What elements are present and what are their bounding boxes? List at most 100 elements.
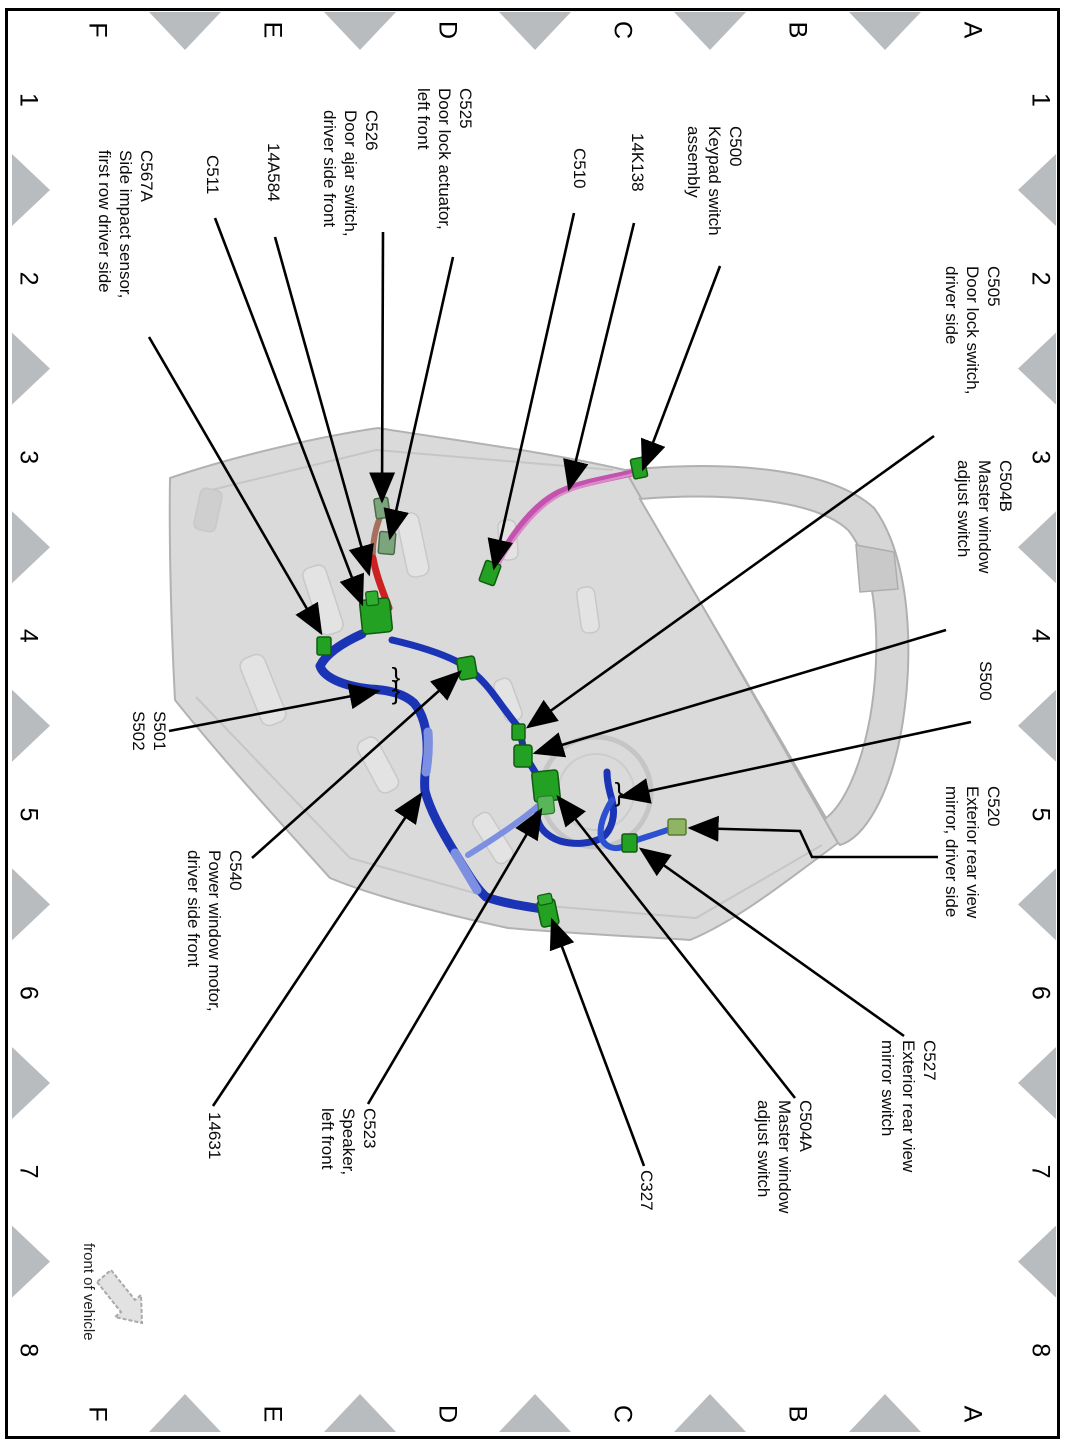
- connector-c527: [621, 833, 638, 853]
- grid-row-D-right: D: [433, 1404, 462, 1424]
- zone-arrow-bottom-6[interactable]: [12, 1047, 50, 1119]
- grid-row-A-right: A: [958, 1405, 987, 1423]
- callout-c500-line-3: assembly: [684, 126, 703, 198]
- grid-col-6-top: 6: [1026, 986, 1055, 1000]
- callout-c327: C327: [636, 1170, 657, 1211]
- zone-arrow-bottom-3[interactable]: [12, 511, 50, 584]
- callout-c525-line-1: C525: [456, 88, 475, 129]
- callout-s501s502-line-1: S501: [150, 711, 169, 751]
- grid-col-4-bottom: 4: [14, 628, 43, 643]
- connector-c525: [377, 530, 397, 556]
- zone-arrow-right-3[interactable]: [499, 1394, 571, 1432]
- splice-clip-s501-icon: }: [392, 662, 401, 692]
- zone-arrow-bottom-2[interactable]: [12, 332, 50, 405]
- zone-arrow-bottom-5[interactable]: [12, 868, 50, 941]
- callout-c567a-line-2: Side impact sensor,: [116, 150, 135, 299]
- callout-c567a: C567A Side impact sensor, first row driver…: [94, 150, 157, 298]
- grid-col-8-top: 8: [1026, 1343, 1055, 1358]
- leader-s501s502: [168, 683, 381, 733]
- callout-c504b-line-2: Master window: [975, 460, 994, 574]
- leader-c511: [213, 217, 364, 607]
- zone-arrow-bottom-7[interactable]: [12, 1225, 50, 1298]
- zone-arrow-bottom-1[interactable]: [12, 154, 50, 226]
- zone-arrow-left-4[interactable]: [324, 12, 396, 50]
- grid-row-E-left: E: [258, 21, 287, 39]
- callout-c523-line-3: left front: [318, 1108, 337, 1170]
- leader-c510: [487, 212, 576, 571]
- leader-c540: [251, 670, 462, 859]
- callout-c327-line-1: C327: [637, 1170, 656, 1211]
- callout-c527-line-3: mirror switch: [878, 1040, 897, 1137]
- callout-c500: C500 Keypad switch assembly: [683, 126, 746, 236]
- callout-c504b-line-1: C504B: [996, 460, 1015, 512]
- callout-c520-line-1: C520: [984, 786, 1003, 827]
- zone-arrow-right-4[interactable]: [324, 1394, 396, 1432]
- zone-arrow-top-4[interactable]: [1018, 689, 1056, 762]
- grid-row-F-left: F: [83, 22, 112, 38]
- callout-14k138: 14K138: [627, 133, 648, 192]
- callout-leaders: [147, 212, 972, 1167]
- callout-c527-line-1: C527: [920, 1040, 939, 1081]
- front-of-vehicle-arrow-icon: [95, 1268, 144, 1325]
- zone-arrow-left-5[interactable]: [149, 12, 221, 50]
- front-of-vehicle-label: front of vehicle: [80, 1243, 97, 1341]
- leader-c505: [525, 434, 935, 729]
- grid-col-3-bottom: 3: [14, 450, 43, 465]
- callout-c504b-line-3: adjust switch: [954, 460, 973, 558]
- zone-arrow-bottom-4[interactable]: [12, 689, 50, 762]
- zone-arrow-right-2[interactable]: [674, 1394, 746, 1432]
- callout-c520: C520 Exterior rear view mirror, driver sid…: [941, 786, 1004, 918]
- grid-row-A-left: A: [958, 21, 987, 39]
- zone-arrow-top-5[interactable]: [1018, 868, 1056, 941]
- zone-arrow-top-1[interactable]: [1018, 154, 1056, 226]
- zone-arrow-left-3[interactable]: [499, 12, 571, 50]
- callout-c527: C527 Exterior rear view mirror switch: [877, 1040, 940, 1172]
- grid-col-2-bottom: 2: [14, 271, 43, 286]
- leader-s500: [618, 720, 972, 804]
- mirror-patch: [855, 544, 899, 593]
- grid-row-D-left: D: [433, 20, 462, 40]
- zone-arrow-top-7[interactable]: [1018, 1225, 1056, 1298]
- leader-c504b: [532, 628, 947, 758]
- connector-c511-latch: [358, 590, 394, 635]
- leader-14k138: [563, 222, 636, 492]
- zone-arrow-top-6[interactable]: [1018, 1047, 1056, 1119]
- callout-c500-line-1: C500: [726, 126, 745, 167]
- callout-c526-line-2: Door ajar switch,: [341, 110, 360, 237]
- leader-c525: [383, 256, 455, 541]
- splice-clip-s502-icon: }: [392, 675, 401, 705]
- grid-col-2-top: 2: [1026, 271, 1055, 286]
- grid-col-1-bottom: 1: [14, 93, 43, 107]
- connector-c504b: [513, 744, 533, 768]
- callout-c567a-line-1: C567A: [137, 150, 156, 202]
- zone-arrow-left-1[interactable]: [849, 12, 921, 50]
- grid-col-4-top: 4: [1026, 628, 1055, 643]
- callout-c505-line-2: Door lock switch,: [963, 266, 982, 395]
- connector-c505: [511, 723, 526, 741]
- grid-row-B-left: B: [783, 21, 812, 39]
- grid-col-6-bottom: 6: [14, 986, 43, 1000]
- callout-c505: C505 Door lock switch, driver side: [941, 266, 1004, 394]
- callout-c504a: C504A Master window adjust switch: [753, 1100, 816, 1213]
- grid-col-5-bottom: 5: [14, 807, 43, 822]
- zone-arrow-top-3[interactable]: [1018, 511, 1056, 584]
- callout-14631: 14631: [204, 1112, 225, 1159]
- zone-arrow-left-2[interactable]: [674, 12, 746, 50]
- zone-arrow-right-5[interactable]: [149, 1394, 221, 1432]
- leader-c520: [687, 815, 938, 859]
- leader-c523: [366, 807, 543, 1105]
- callout-c525-line-2: Door lock actuator,: [435, 88, 454, 230]
- callout-c504b: C504B Master window adjust switch: [953, 460, 1016, 573]
- callout-c523-line-1: C523: [360, 1108, 379, 1149]
- callout-c510: C510: [569, 148, 590, 189]
- grid-col-3-top: 3: [1026, 450, 1055, 465]
- zone-arrow-right-1[interactable]: [849, 1394, 921, 1432]
- connector-c540: [455, 655, 479, 681]
- zone-arrow-top-2[interactable]: [1018, 332, 1056, 405]
- callout-c525-line-3: left front: [414, 88, 433, 150]
- callout-c523: C523 Speaker, left front: [317, 1108, 380, 1175]
- callout-14631-line-1: 14631: [205, 1112, 224, 1160]
- callout-s500: S500: [975, 661, 996, 701]
